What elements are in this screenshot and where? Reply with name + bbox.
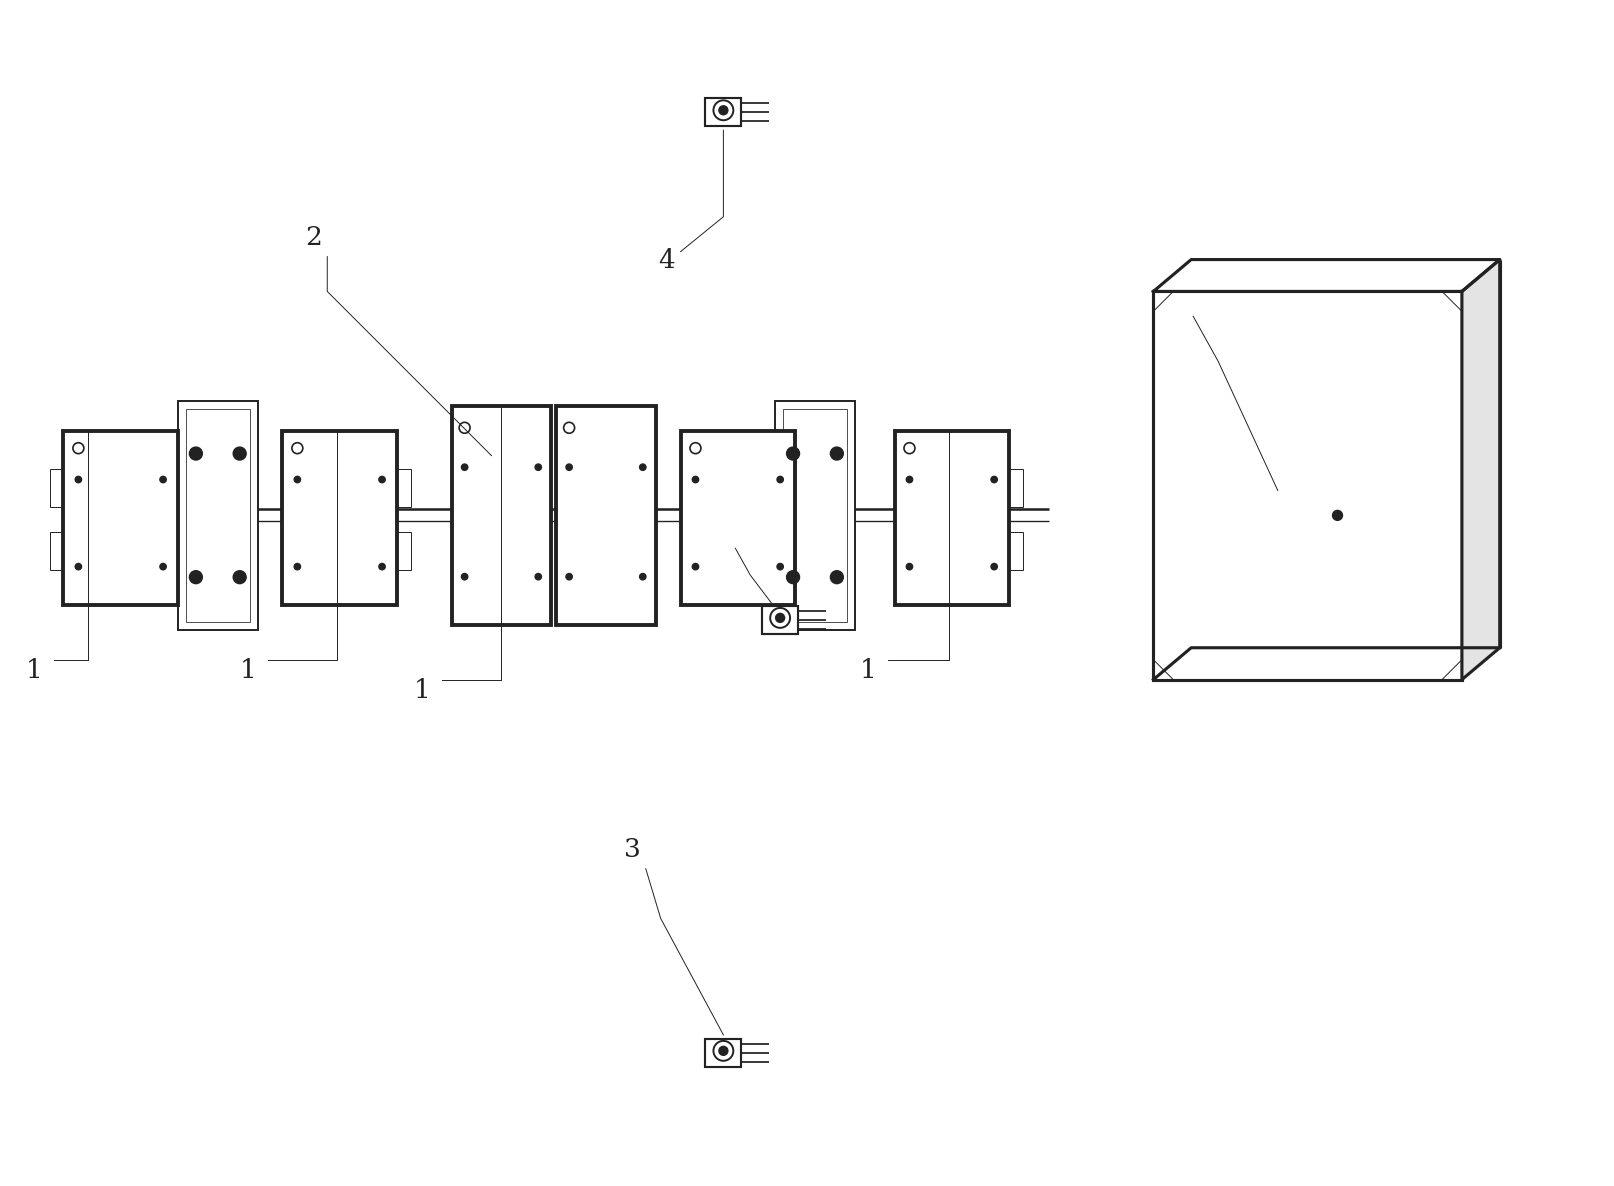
Circle shape [713, 1041, 733, 1060]
Circle shape [189, 570, 202, 584]
Text: 5: 5 [713, 523, 730, 548]
Circle shape [563, 422, 575, 433]
Circle shape [292, 442, 303, 454]
Circle shape [639, 464, 646, 471]
Bar [557, 406, 655, 625]
Circle shape [458, 422, 470, 433]
Text: 6: 6 [1172, 285, 1188, 310]
Bar [681, 431, 796, 605]
Text: 4: 4 [659, 248, 675, 273]
Circle shape [786, 447, 799, 460]
Polygon shape [1462, 260, 1499, 680]
Circle shape [830, 447, 844, 460]
Circle shape [776, 563, 783, 569]
Bar [50, 531, 63, 570]
Circle shape [776, 477, 783, 483]
Bar [282, 431, 397, 605]
Circle shape [160, 477, 166, 483]
Bar [452, 406, 552, 625]
Text: 2: 2 [305, 224, 323, 249]
Circle shape [991, 477, 997, 483]
Text: 3: 3 [625, 837, 641, 862]
Circle shape [692, 477, 699, 483]
Circle shape [232, 570, 247, 584]
Circle shape [786, 570, 799, 584]
Text: 1: 1 [26, 657, 42, 683]
Text: 1: 1 [239, 657, 257, 683]
Circle shape [567, 464, 573, 471]
Bar [1009, 470, 1023, 508]
Circle shape [462, 574, 468, 580]
Circle shape [718, 1046, 728, 1056]
Bar [178, 401, 258, 630]
Circle shape [76, 563, 82, 569]
Circle shape [907, 477, 912, 483]
Circle shape [1333, 510, 1343, 521]
Circle shape [294, 563, 300, 569]
Bar [63, 431, 178, 605]
Polygon shape [1154, 260, 1499, 292]
Text: 1: 1 [860, 657, 876, 683]
Circle shape [189, 447, 202, 460]
Circle shape [379, 563, 386, 569]
Circle shape [73, 442, 84, 454]
Text: 1: 1 [413, 677, 431, 702]
Circle shape [536, 464, 541, 471]
Bar [1009, 531, 1023, 570]
Bar [397, 531, 412, 570]
Bar [186, 409, 250, 621]
Circle shape [76, 477, 82, 483]
Bar [1154, 292, 1462, 680]
Circle shape [991, 563, 997, 569]
Bar [783, 409, 847, 621]
Circle shape [691, 442, 700, 454]
Circle shape [379, 477, 386, 483]
Circle shape [639, 574, 646, 580]
Circle shape [713, 101, 733, 120]
Bar [894, 431, 1009, 605]
Circle shape [776, 613, 784, 623]
Circle shape [160, 563, 166, 569]
Circle shape [907, 563, 912, 569]
Circle shape [536, 574, 541, 580]
Circle shape [294, 477, 300, 483]
Circle shape [692, 563, 699, 569]
Bar [50, 470, 63, 508]
Circle shape [232, 447, 247, 460]
Bar [705, 1039, 741, 1066]
Bar [705, 98, 741, 126]
Bar [775, 401, 855, 630]
Bar [762, 606, 797, 633]
Circle shape [462, 464, 468, 471]
Circle shape [718, 106, 728, 115]
Circle shape [770, 608, 791, 627]
Bar [397, 470, 412, 508]
Circle shape [830, 570, 844, 584]
Circle shape [904, 442, 915, 454]
Circle shape [567, 574, 573, 580]
